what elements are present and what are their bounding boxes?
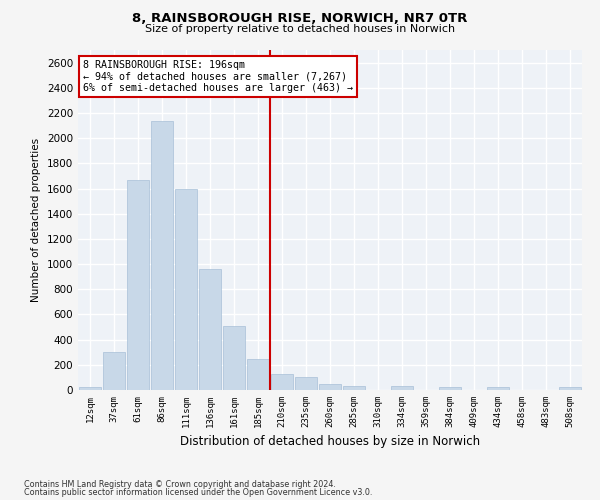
Bar [391,386,413,390]
Bar [175,189,197,390]
Text: 8, RAINSBOROUGH RISE, NORWICH, NR7 0TR: 8, RAINSBOROUGH RISE, NORWICH, NR7 0TR [133,12,467,26]
Bar [247,359,269,390]
Text: 8 RAINSBOROUGH RISE: 196sqm
← 94% of detached houses are smaller (7,267)
6% of s: 8 RAINSBOROUGH RISE: 196sqm ← 94% of det… [83,60,353,94]
Bar [271,374,293,390]
Bar [223,326,245,390]
Bar [151,120,173,390]
Text: Contains public sector information licensed under the Open Government Licence v3: Contains public sector information licen… [24,488,373,497]
Y-axis label: Number of detached properties: Number of detached properties [31,138,41,302]
Bar [559,387,581,390]
Bar [319,384,341,390]
Text: Size of property relative to detached houses in Norwich: Size of property relative to detached ho… [145,24,455,34]
Text: Contains HM Land Registry data © Crown copyright and database right 2024.: Contains HM Land Registry data © Crown c… [24,480,336,489]
Bar [295,378,317,390]
Bar [343,386,365,390]
Bar [439,387,461,390]
Bar [127,180,149,390]
Bar [199,269,221,390]
Bar [487,387,509,390]
Bar [79,387,101,390]
X-axis label: Distribution of detached houses by size in Norwich: Distribution of detached houses by size … [180,436,480,448]
Bar [103,352,125,390]
